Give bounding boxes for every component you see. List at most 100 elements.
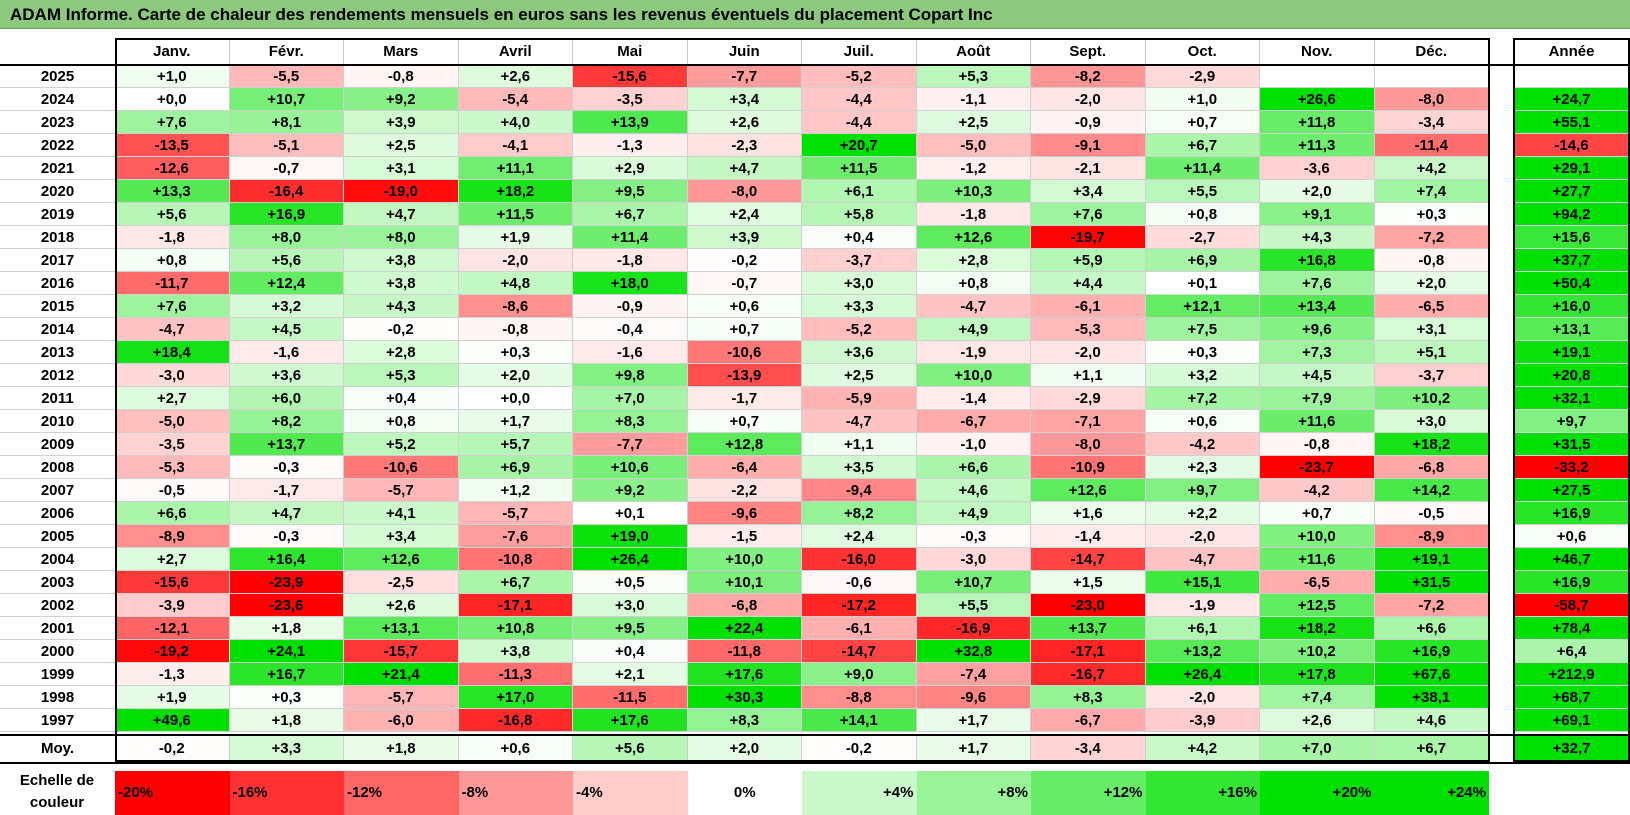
heat-cell: -7,1 xyxy=(1031,410,1146,433)
heat-cell: -5,7 xyxy=(458,502,573,525)
heat-cell: +20,7 xyxy=(802,134,917,157)
heat-cell: +4,1 xyxy=(344,502,459,525)
heat-cell: +12,5 xyxy=(1260,594,1375,617)
heat-cell: +3,0 xyxy=(802,272,917,295)
month-header: Juin xyxy=(687,38,802,65)
heat-cell: +9,8 xyxy=(573,364,688,387)
heat-cell: -2,5 xyxy=(344,571,459,594)
heat-cell: +10,2 xyxy=(1374,387,1489,410)
average-cell: +1,8 xyxy=(344,736,459,762)
heat-cell: -4,7 xyxy=(916,295,1031,318)
heat-cell: +8,2 xyxy=(802,502,917,525)
heat-cell: -1,0 xyxy=(916,433,1031,456)
annual-cell: -58,7 xyxy=(1513,594,1630,617)
heat-cell: +0,3 xyxy=(1145,341,1260,364)
heat-cell: -0,3 xyxy=(916,525,1031,548)
heat-cell: -3,0 xyxy=(115,364,230,387)
annual-cell: +55,1 xyxy=(1513,111,1630,134)
scale-swatch: +20% xyxy=(1260,771,1375,815)
annual-cell: +69,1 xyxy=(1513,709,1630,732)
scale-swatch: 0% xyxy=(687,771,802,815)
heat-cell: +26,4 xyxy=(1145,663,1260,686)
heat-cell: +6,1 xyxy=(802,180,917,203)
year-label: 2021 xyxy=(0,157,115,180)
heat-cell: -8,6 xyxy=(458,295,573,318)
heat-cell: +5,8 xyxy=(802,203,917,226)
heat-cell: +5,6 xyxy=(115,203,230,226)
heat-cell: +6,6 xyxy=(916,456,1031,479)
heat-cell: +0,1 xyxy=(573,502,688,525)
heat-cell: +4,4 xyxy=(1031,272,1146,295)
year-label: 2015 xyxy=(0,295,115,318)
heat-cell: -1,8 xyxy=(115,226,230,249)
heat-cell: +14,1 xyxy=(802,709,917,732)
heat-cell: -6,7 xyxy=(916,410,1031,433)
heat-cell: +2,6 xyxy=(1260,709,1375,732)
heat-cell: +9,0 xyxy=(802,663,917,686)
heat-cell: +10,7 xyxy=(229,88,344,111)
heat-cell: -14,7 xyxy=(802,640,917,663)
heat-cell: +1,7 xyxy=(458,410,573,433)
heat-cell: +18,2 xyxy=(1260,617,1375,640)
heat-cell: +3,4 xyxy=(687,88,802,111)
heat-cell: +13,7 xyxy=(229,433,344,456)
heat-cell: +2,5 xyxy=(344,134,459,157)
heat-cell: +0,8 xyxy=(916,272,1031,295)
heat-cell: +4,7 xyxy=(687,157,802,180)
annual-cell: +27,7 xyxy=(1513,180,1630,203)
average-cell: +7,0 xyxy=(1260,736,1375,762)
heat-cell: -5,0 xyxy=(916,134,1031,157)
heat-cell: -7,7 xyxy=(687,65,802,88)
heat-cell: +2,1 xyxy=(573,663,688,686)
annual-cell: +37,7 xyxy=(1513,249,1630,272)
heat-cell: +3,8 xyxy=(344,249,459,272)
heat-cell: -4,1 xyxy=(458,134,573,157)
heat-cell: +3,8 xyxy=(344,272,459,295)
month-header: Févr. xyxy=(229,38,344,65)
average-cell: -0,2 xyxy=(115,736,230,762)
heat-cell: -1,9 xyxy=(916,341,1031,364)
heat-cell: +4,3 xyxy=(1260,226,1375,249)
scale-swatch: -12% xyxy=(344,771,459,815)
heat-cell: +22,4 xyxy=(687,617,802,640)
heat-cell: -10,6 xyxy=(344,456,459,479)
heat-cell: +2,8 xyxy=(916,249,1031,272)
heat-cell: +16,7 xyxy=(229,663,344,686)
heat-cell: +8,2 xyxy=(229,410,344,433)
heat-cell: +4,0 xyxy=(458,111,573,134)
heat-cell: -0,4 xyxy=(573,318,688,341)
year-label: 2019 xyxy=(0,203,115,226)
heat-cell: +7,0 xyxy=(573,387,688,410)
page-title: ADAM Informe. Carte de chaleur des rende… xyxy=(10,5,993,24)
scale-swatch: -4% xyxy=(573,771,688,815)
annual-cell: +6,4 xyxy=(1513,640,1630,663)
month-header: Avril xyxy=(458,38,573,65)
year-label: 2023 xyxy=(0,111,115,134)
heat-cell: +16,9 xyxy=(1374,640,1489,663)
heat-cell: +3,0 xyxy=(1374,410,1489,433)
average-cell: +1,7 xyxy=(916,736,1031,762)
heat-cell: -1,7 xyxy=(687,387,802,410)
heat-cell: -1,8 xyxy=(916,203,1031,226)
heat-cell: +10,3 xyxy=(916,180,1031,203)
annual-cell: +13,1 xyxy=(1513,318,1630,341)
heat-cell: -6,8 xyxy=(1374,456,1489,479)
heat-cell: -11,3 xyxy=(458,663,573,686)
heat-cell: -6,5 xyxy=(1374,295,1489,318)
year-label: 2001 xyxy=(0,617,115,640)
heat-cell: -6,0 xyxy=(344,709,459,732)
heat-cell: -16,0 xyxy=(802,548,917,571)
heat-cell: -9,6 xyxy=(687,502,802,525)
year-label: 2014 xyxy=(0,318,115,341)
heat-cell: +0,7 xyxy=(1145,111,1260,134)
heat-cell: +9,7 xyxy=(1145,479,1260,502)
heat-cell: +3,2 xyxy=(229,295,344,318)
heat-cell: -6,7 xyxy=(1031,709,1146,732)
heat-cell: -0,8 xyxy=(458,318,573,341)
heat-cell: -3,9 xyxy=(1145,709,1260,732)
year-label: 2007 xyxy=(0,479,115,502)
annual-cell: +31,5 xyxy=(1513,433,1630,456)
heat-cell: -16,7 xyxy=(1031,663,1146,686)
heat-cell: +12,8 xyxy=(687,433,802,456)
heat-cell: -17,2 xyxy=(802,594,917,617)
